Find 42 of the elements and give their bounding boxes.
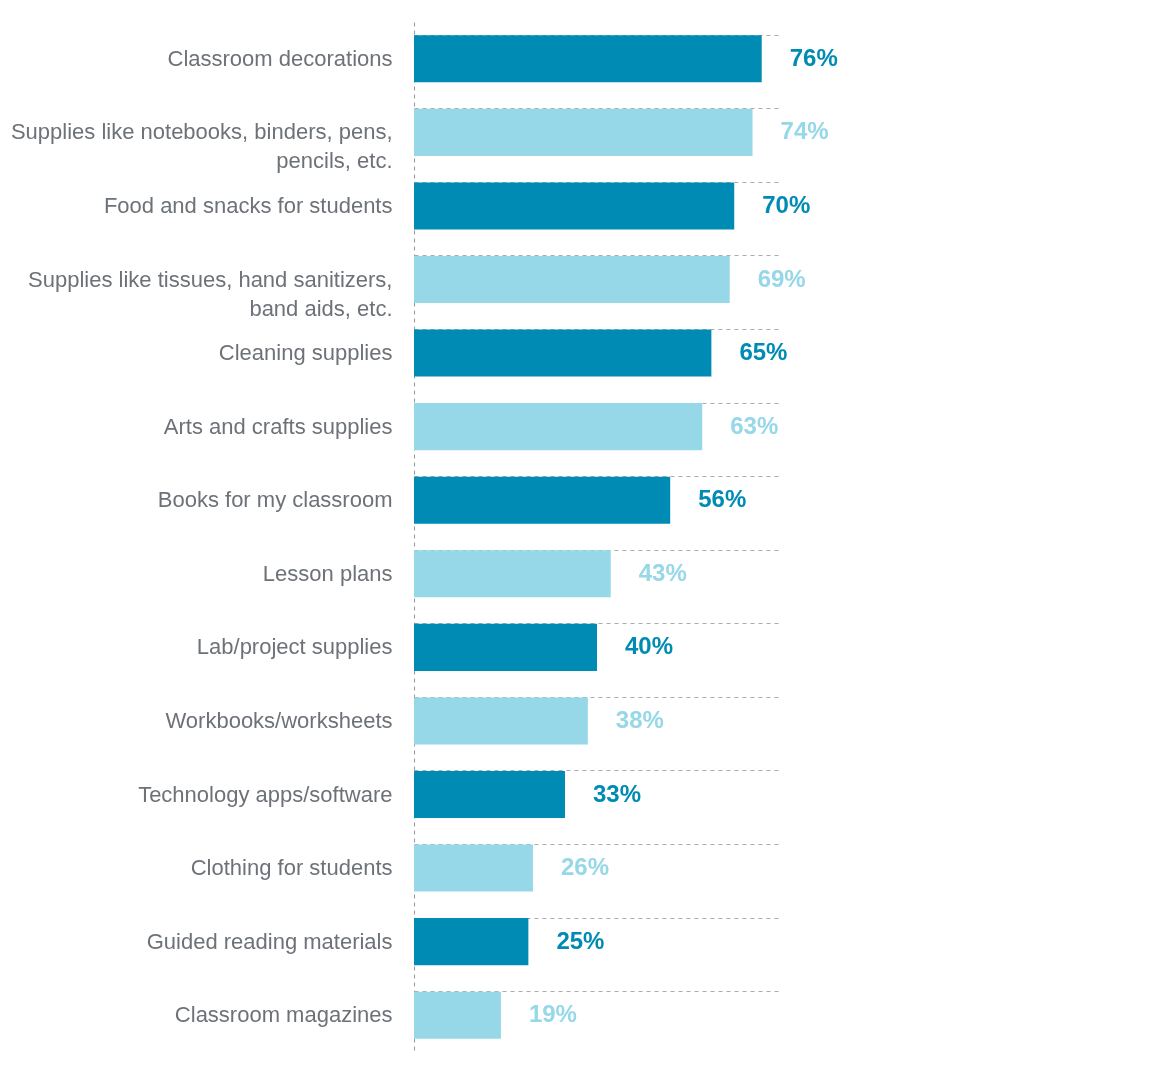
y-tick-label: Technology apps/software: [138, 781, 393, 807]
bar: [414, 255, 730, 304]
y-tick-label: Cleaning supplies: [218, 340, 393, 366]
data-label: 56%: [698, 485, 747, 513]
data-label: 63%: [730, 411, 779, 439]
data-label: 33%: [592, 779, 642, 807]
data-label: 43%: [638, 558, 687, 586]
y-tick-label: Classroom decorations: [167, 45, 393, 71]
bar: [414, 918, 529, 966]
y-tick-label: Food and snacks for students: [103, 192, 393, 218]
bar: [414, 844, 533, 892]
data-label: 25%: [556, 926, 605, 954]
bar: [414, 623, 597, 671]
bar: [414, 991, 501, 1039]
bar: [414, 329, 712, 377]
bar: [414, 108, 753, 156]
data-label: 40%: [625, 632, 674, 660]
y-tick-label: Workbooks/worksheets: [165, 707, 393, 733]
data-label: 65%: [739, 338, 788, 366]
data-label: 69%: [757, 264, 806, 292]
y-tick-label: Lab/project supplies: [196, 634, 393, 660]
y-tick-label: Supplies like notebooks, binders, pens, pencils, etc.: [10, 119, 393, 174]
bar: [414, 35, 762, 83]
bar: [414, 476, 671, 524]
bar: [414, 403, 703, 451]
y-tick-label: Lesson plans: [262, 560, 393, 586]
data-label: 70%: [762, 190, 811, 218]
data-label: 19%: [528, 1000, 577, 1028]
data-label: 38%: [615, 705, 664, 733]
bar: [414, 550, 611, 598]
y-tick-label: Arts and crafts supplies: [163, 413, 393, 439]
data-label: 26%: [560, 853, 609, 881]
y-tick-label: Classroom magazines: [174, 1002, 393, 1028]
bar: [414, 770, 565, 819]
data-label: 74%: [780, 117, 829, 145]
y-tick-label: Supplies like tissues, hand sanitizers, band aids, etc.: [28, 266, 393, 321]
y-tick-label: Guided reading materials: [146, 928, 393, 954]
y-tick-label: Clothing for students: [190, 855, 393, 881]
data-label: 76%: [789, 43, 838, 71]
bar: [414, 697, 588, 745]
bar: [414, 182, 735, 230]
y-tick-label: Books for my classroom: [157, 487, 393, 513]
